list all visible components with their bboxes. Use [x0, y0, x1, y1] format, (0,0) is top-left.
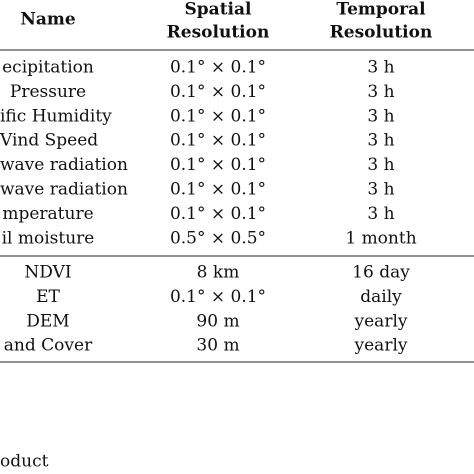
table-cell: 0.1° × 0.1°	[170, 180, 266, 200]
table-cell: 8 km	[197, 263, 240, 283]
table-cell: ecipitation	[2, 58, 94, 78]
table-cell: wave radiation	[0, 180, 128, 200]
table-cell: 0.5° × 0.5°	[170, 228, 266, 248]
table-cell: 3 h	[367, 204, 394, 224]
table-cell: yearly	[354, 336, 408, 356]
table-cell: ific Humidity	[0, 106, 112, 126]
table-cell: mperature	[2, 204, 93, 224]
table-cell: NDVI	[24, 263, 71, 283]
table-cell: 0.1° × 0.1°	[170, 204, 266, 224]
table-cell: 1 month	[345, 228, 416, 248]
table-cell: 0.1° × 0.1°	[170, 106, 266, 126]
table-cell: il moisture	[2, 228, 95, 248]
table-cell: Vind Speed	[0, 131, 98, 151]
table-cell: 3 h	[367, 180, 394, 200]
table-cell: 0.1° × 0.1°	[170, 82, 266, 102]
table-cell: 3 h	[367, 131, 394, 151]
table-cell: 90 m	[196, 311, 239, 331]
table-cell: ET	[36, 287, 60, 307]
table-cell: yearly	[354, 311, 408, 331]
table-cell: daily	[360, 287, 402, 307]
table-cell: wave radiation	[0, 155, 128, 175]
table-cell: 30 m	[196, 336, 239, 356]
table-cell: and Cover	[4, 336, 93, 356]
header-cell: Name	[20, 10, 76, 30]
table-cell: 0.1° × 0.1°	[170, 155, 266, 175]
table-cell: 16 day	[352, 263, 410, 283]
table-cell: 3 h	[367, 82, 394, 102]
table-cell: DEM	[26, 311, 69, 331]
header-cell: Resolution	[330, 23, 433, 43]
footer-text: oduct	[0, 452, 49, 472]
table-cell: 0.1° × 0.1°	[170, 287, 266, 307]
table-cell: 3 h	[367, 106, 394, 126]
table-cell: Pressure	[10, 82, 86, 102]
header-cell: Temporal	[336, 0, 426, 20]
table-cell: 3 h	[367, 58, 394, 78]
table-cell: 0.1° × 0.1°	[170, 58, 266, 78]
table-cell: 3 h	[367, 155, 394, 175]
header-cell: Resolution	[167, 23, 270, 43]
table-cell: 0.1° × 0.1°	[170, 131, 266, 151]
header-cell: Spatial	[185, 0, 253, 20]
